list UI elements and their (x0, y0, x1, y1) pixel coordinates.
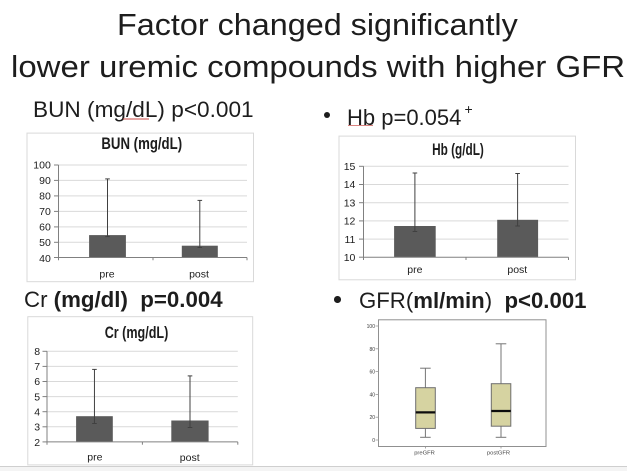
svg-text:100: 100 (33, 160, 51, 172)
svg-text:0: 0 (372, 438, 375, 444)
svg-text:pre: pre (99, 268, 114, 280)
svg-text:5: 5 (34, 391, 40, 403)
svg-text:70: 70 (39, 206, 51, 218)
svg-text:80: 80 (369, 347, 375, 353)
svg-text:8: 8 (34, 346, 40, 358)
svg-text:pre: pre (407, 264, 422, 276)
svg-text:11: 11 (344, 234, 355, 246)
svg-text:post: post (507, 264, 527, 276)
svg-text:post: post (180, 452, 200, 464)
svg-text:60: 60 (39, 222, 51, 234)
svg-text:postGFR: postGFR (487, 451, 510, 457)
svg-text:10: 10 (344, 252, 356, 264)
svg-text:13: 13 (344, 197, 356, 209)
svg-text:post: post (189, 268, 209, 280)
svg-text:80: 80 (39, 191, 51, 203)
svg-text:preGFR: preGFR (414, 451, 435, 457)
svg-text:pre: pre (87, 452, 102, 464)
svg-text:BUN (mg/dL): BUN (mg/dL) (101, 135, 182, 153)
svg-text:2: 2 (34, 437, 40, 449)
svg-text:50: 50 (39, 237, 51, 249)
svg-text:90: 90 (39, 175, 51, 187)
svg-text:4: 4 (34, 406, 40, 418)
svg-text:7: 7 (34, 361, 40, 373)
svg-text:40: 40 (369, 392, 375, 398)
svg-text:40: 40 (39, 253, 51, 265)
svg-text:Cr (mg/dL): Cr (mg/dL) (105, 324, 169, 342)
svg-text:14: 14 (344, 179, 356, 191)
svg-text:3: 3 (34, 422, 40, 434)
svg-text:15: 15 (344, 161, 356, 173)
svg-text:60: 60 (369, 370, 375, 376)
svg-text:Hb (g/dL): Hb (g/dL) (432, 141, 484, 159)
svg-text:20: 20 (369, 415, 375, 421)
svg-text:100: 100 (367, 324, 376, 330)
svg-text:6: 6 (34, 376, 40, 388)
svg-text:12: 12 (344, 216, 356, 228)
